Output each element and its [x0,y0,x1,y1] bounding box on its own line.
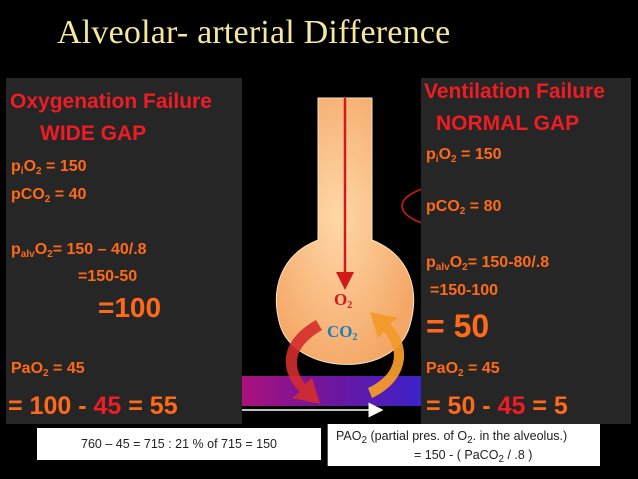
left-pao2: PaO2 = 45 [11,360,85,379]
o2-label: O2 [334,290,353,311]
left-heading: Oxygenation Failure [10,90,212,113]
left-pio2: piO2 = 150 [11,158,87,177]
right-pao2: PaO2 = 45 [426,360,500,379]
right-gradient-equation: = 50 - 45 = 5 [426,392,568,420]
left-result: =100 [98,292,162,323]
left-gradient-equation: = 100 - 45 = 55 [8,392,178,420]
pao2-definition-note: PAO2 (partial pres. of O2. in the alveol… [327,424,600,466]
right-heading: Ventilation Failure [424,80,605,103]
slide-title: Alveolar- arterial Difference [57,14,451,51]
oxygenation-failure-panel [6,78,242,424]
right-step: =150-100 [430,282,499,299]
co2-diffusion-arrow [368,312,405,398]
left-gap-label: WIDE GAP [40,122,147,145]
left-palv-o2: palvO2= 150 – 40/.8 [11,241,147,260]
co2-label: CO2 [327,322,358,343]
pao2-formula: = 150 - ( PaCO2 / .8 ) [414,448,533,465]
right-gap-label: NORMAL GAP [436,112,580,135]
left-pco2: pCO2 = 40 [11,186,87,205]
left-step: =150-50 [78,268,138,285]
o2-diffusion-arrow [285,320,322,404]
pao2-definition: PAO2 (partial pres. of O2. in the alveol… [336,429,568,446]
right-pio2: piO2 = 150 [426,146,502,165]
right-result: = 50 [426,308,490,344]
right-pco2: pCO2 = 80 [426,198,502,217]
right-palv-o2: palvO2= 150-80/.8 [426,254,550,273]
ventilation-failure-panel [421,78,631,424]
pio2-calculation-note: 760 – 45 = 715 : 21 % of 715 = 150 [37,428,321,460]
